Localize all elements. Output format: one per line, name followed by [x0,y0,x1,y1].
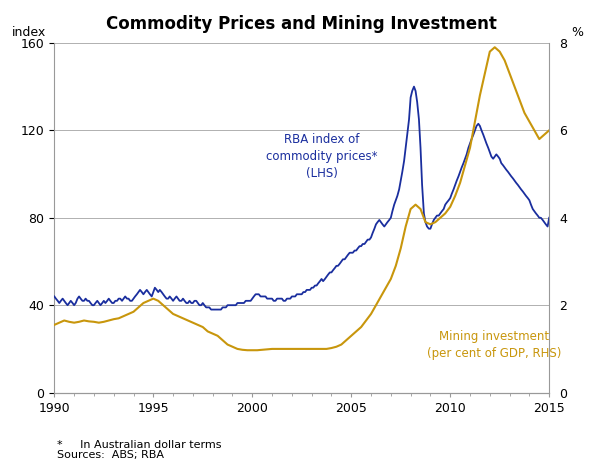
Text: %: % [571,26,583,39]
Title: Commodity Prices and Mining Investment: Commodity Prices and Mining Investment [106,15,497,33]
Text: Sources:  ABS; RBA: Sources: ABS; RBA [57,450,164,461]
Text: index: index [13,26,47,39]
Text: *     In Australian dollar terms: * In Australian dollar terms [57,440,221,450]
Text: RBA index of
commodity prices*
(LHS): RBA index of commodity prices* (LHS) [266,133,377,180]
Text: Mining investment
(per cent of GDP, RHS): Mining investment (per cent of GDP, RHS) [427,329,561,359]
